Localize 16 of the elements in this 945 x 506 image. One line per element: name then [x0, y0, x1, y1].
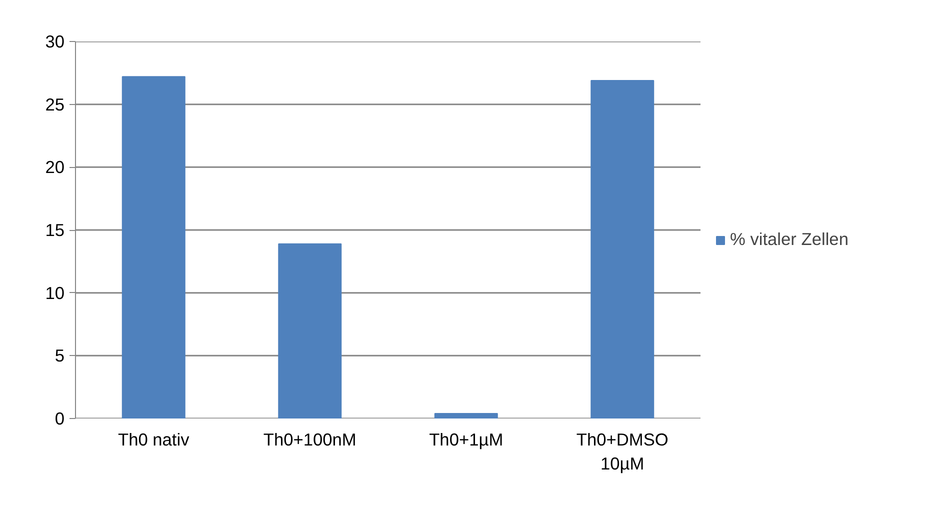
y-tick-label: 0 — [54, 408, 65, 428]
x-tick-label: Th0+DMSO 10µM — [576, 430, 668, 474]
bar — [122, 76, 186, 418]
bar — [434, 412, 498, 418]
bar — [278, 243, 342, 418]
y-tick-label: 5 — [54, 346, 65, 366]
y-tick-label: 20 — [45, 157, 65, 178]
y-tick-label: 25 — [45, 94, 65, 114]
x-tick-label: Th0+1µM — [429, 430, 504, 450]
bar — [590, 80, 654, 418]
x-tick-label: Th0 nativ — [118, 430, 190, 450]
x-tick-label: Th0+100nM — [263, 430, 356, 450]
y-tick-label: 30 — [45, 32, 65, 52]
y-tick-label: 15 — [45, 220, 65, 240]
y-tick-label: 10 — [45, 282, 65, 303]
legend-label: % vitaler Zellen — [730, 229, 848, 250]
